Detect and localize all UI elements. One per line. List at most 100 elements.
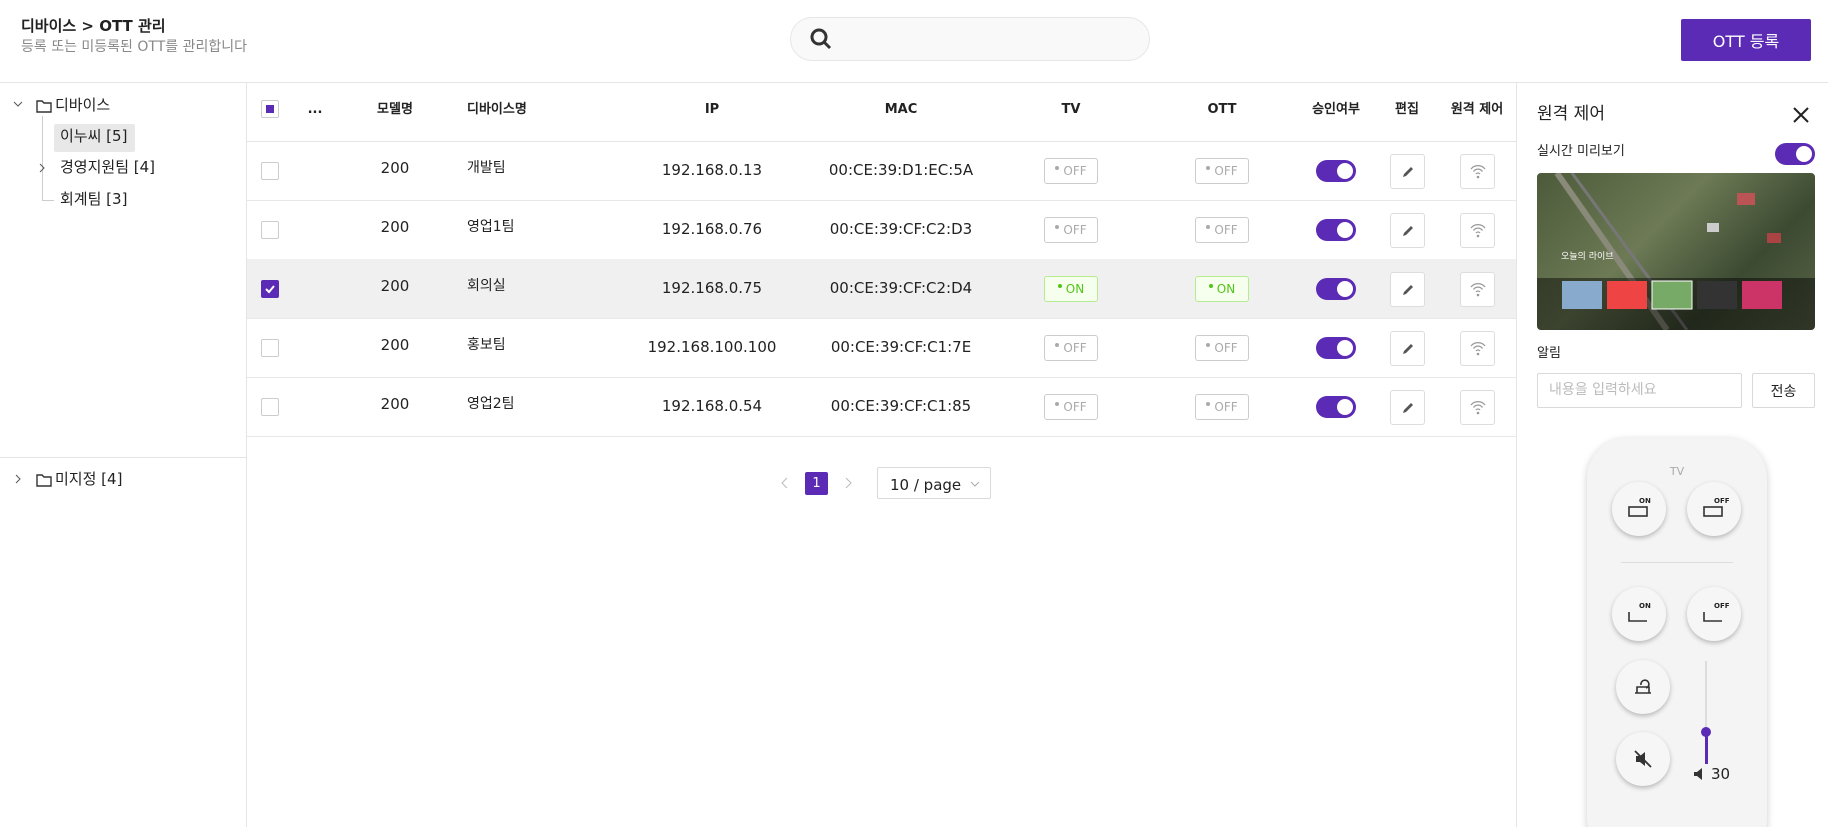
remote-button[interactable] [1460, 153, 1495, 189]
folder-icon [36, 474, 52, 487]
wifi-icon [1470, 400, 1486, 414]
tree-node[interactable]: 디바이스 [55, 96, 111, 114]
preview-label: 실시간 미리보기 [1537, 144, 1625, 159]
row-checkbox[interactable] [261, 161, 279, 180]
remote-button[interactable] [1460, 330, 1495, 366]
column-header: ... [307, 102, 323, 117]
row-border [247, 318, 1516, 319]
column-header: 디바이스명 [467, 102, 527, 117]
column-header: TV [1061, 102, 1081, 117]
tree-node[interactable]: 회계팀 [3] [60, 190, 128, 208]
tv-status: OFF [1044, 334, 1098, 361]
row-checkbox[interactable] [261, 397, 279, 416]
wifi-icon [1470, 341, 1486, 355]
power-label: OFF [1714, 497, 1730, 505]
mac: 00:CE:39:D1:EC:5A [828, 160, 974, 179]
model: 200 [380, 217, 410, 236]
wifi-icon [1470, 164, 1486, 178]
wifi-icon [1470, 223, 1486, 237]
page-size[interactable]: 10 / page [877, 467, 991, 499]
preview-scene [1537, 173, 1815, 330]
approval-toggle[interactable] [1316, 395, 1356, 418]
device-name: 개발팀 [467, 159, 506, 176]
preview-toggle[interactable] [1775, 143, 1815, 165]
ott-status: OFF [1195, 216, 1249, 243]
send-button[interactable]: 전송 [1752, 373, 1815, 408]
reset-button[interactable] [1616, 660, 1670, 714]
device-name: 영업2팀 [467, 395, 515, 412]
mac: 00:CE:39:CF:C2:D4 [829, 278, 973, 297]
power-icon [1703, 612, 1722, 622]
reset-icon [1635, 679, 1651, 694]
tv-status: OFF [1044, 157, 1098, 184]
edit-button[interactable] [1390, 212, 1425, 248]
power-label: ON [1639, 497, 1651, 505]
tree-node[interactable]: 경영지원팀 [4] [60, 158, 156, 176]
notice-input[interactable]: 내용을 입력하세요 [1537, 373, 1742, 408]
volume-value: 30 [1711, 765, 1731, 783]
remote-power-button[interactable]: OFF [1687, 482, 1741, 536]
preview-image: 오늘의 라이브 [1537, 173, 1815, 330]
tree-node[interactable]: 이누씨 [5] [60, 127, 128, 145]
power-label: ON [1639, 602, 1651, 610]
remote-power-button[interactable]: OFF [1687, 587, 1741, 641]
mute-button[interactable] [1616, 732, 1670, 786]
column-header: 모델명 [377, 102, 413, 117]
volume-track [1705, 661, 1707, 764]
column-header: 원격 제어 [1450, 102, 1504, 117]
edit-button[interactable] [1390, 271, 1425, 307]
remote-button[interactable] [1460, 271, 1495, 307]
remote-power-button[interactable]: ON [1612, 587, 1666, 641]
model: 200 [380, 394, 410, 413]
register-button[interactable]: OTT 등록 [1681, 19, 1811, 61]
ip: 192.168.0.54 [661, 396, 763, 415]
remote-button[interactable] [1460, 389, 1495, 425]
approval-toggle[interactable] [1316, 159, 1356, 182]
approval-toggle[interactable] [1316, 218, 1356, 241]
page-number[interactable]: 1 [805, 472, 828, 495]
power-label: OFF [1714, 602, 1730, 610]
table-header-border [247, 141, 1516, 142]
column-header: 편집 [1395, 102, 1419, 117]
row-border [247, 377, 1516, 378]
search-icon [810, 28, 832, 50]
row-checkbox[interactable] [261, 220, 279, 239]
remote-section: TV [1669, 465, 1685, 478]
device-name: 홍보팀 [467, 336, 506, 353]
edit-button[interactable] [1390, 389, 1425, 425]
page-title: 디바이스 > OTT 관리 [21, 17, 166, 35]
edit-button[interactable] [1390, 330, 1425, 366]
speaker-icon [1694, 768, 1702, 780]
dropdown-icon [970, 481, 980, 487]
pencil-icon [1402, 402, 1413, 414]
column-header: OTT [1207, 102, 1237, 117]
tree-node[interactable]: 미지정 [4] [55, 470, 123, 488]
tv-status: OFF [1044, 393, 1098, 420]
volume-knob [1701, 727, 1711, 737]
approval-toggle[interactable] [1316, 336, 1356, 359]
approval-toggle[interactable] [1316, 277, 1356, 300]
edit-button[interactable] [1390, 153, 1425, 189]
model: 200 [380, 335, 410, 354]
model: 200 [380, 276, 410, 295]
ip: 192.168.0.75 [661, 278, 763, 297]
header-checkbox[interactable] [261, 100, 279, 118]
header-divider [0, 82, 1828, 83]
ott-status: OFF [1195, 393, 1249, 420]
tree-line [42, 200, 54, 201]
search-box[interactable] [790, 17, 1150, 61]
remote-button[interactable] [1460, 212, 1495, 248]
row-border [247, 436, 1516, 437]
power-icon [1628, 506, 1648, 517]
remote-divider [1621, 562, 1733, 563]
volume-fill [1705, 731, 1708, 764]
close-icon [1793, 107, 1809, 123]
row-checkbox[interactable] [261, 338, 279, 357]
row-checkbox[interactable] [261, 279, 279, 298]
tv-status: ON [1044, 275, 1098, 302]
pencil-icon [1402, 166, 1413, 178]
mac: 00:CE:39:CF:C1:7E [830, 337, 972, 356]
tv-status: OFF [1044, 216, 1098, 243]
remote-power-button[interactable]: ON [1612, 482, 1666, 536]
